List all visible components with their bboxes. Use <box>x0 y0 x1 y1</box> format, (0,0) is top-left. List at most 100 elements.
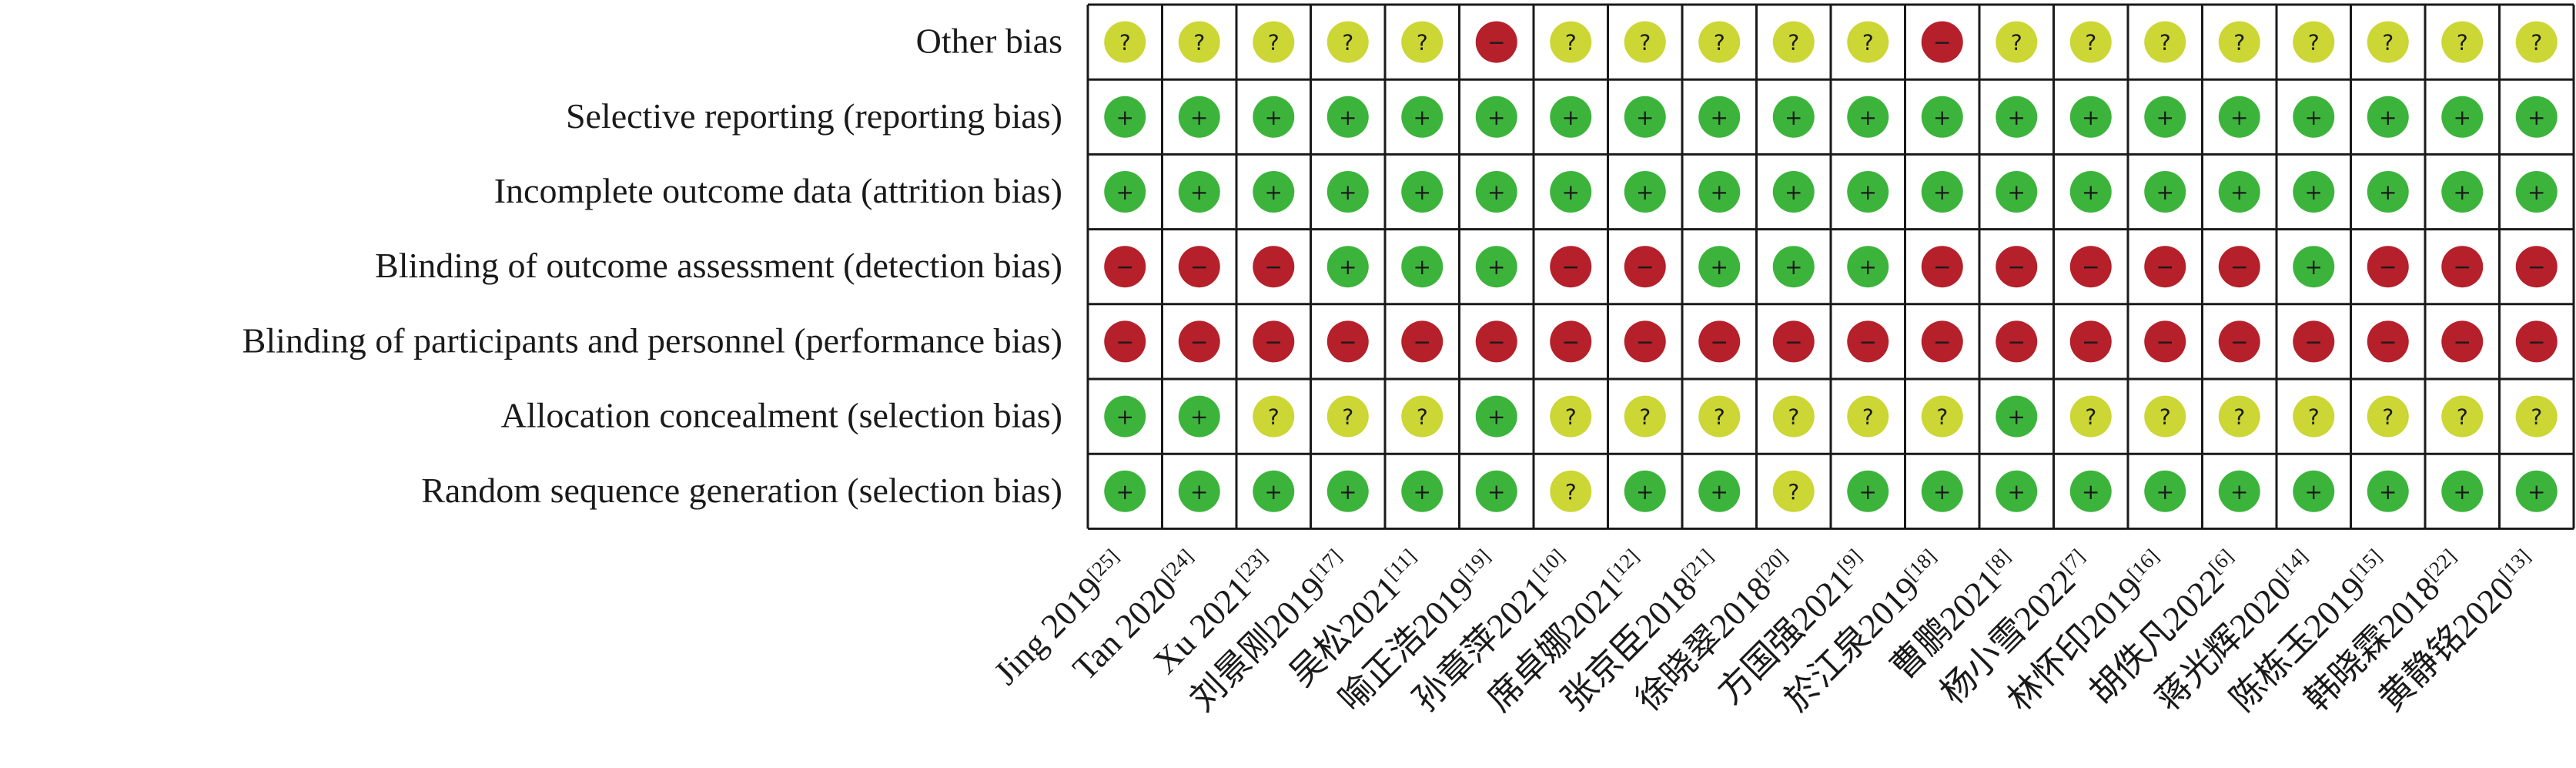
rating-cell-high-risk: − <box>1996 320 2038 363</box>
high-risk-marker <box>1104 320 1146 363</box>
low-risk-symbol: + <box>1413 179 1431 205</box>
unclear-risk-symbol: ? <box>2531 30 2542 55</box>
unclear-risk-symbol: ? <box>1936 404 1948 430</box>
low-risk-marker <box>1624 470 1666 512</box>
low-risk-symbol: + <box>1190 105 1208 130</box>
rating-cell-low-risk: + <box>2218 470 2260 512</box>
high-risk-marker <box>1178 320 1220 363</box>
rating-cell-low-risk: + <box>1475 96 1517 138</box>
low-risk-marker <box>1401 96 1444 138</box>
high-risk-symbol: − <box>2379 329 2397 354</box>
high-risk-symbol: − <box>1190 254 1208 280</box>
high-risk-symbol: − <box>2454 254 2471 280</box>
rating-cell-unclear-risk: ? <box>2144 21 2186 63</box>
high-risk-symbol: − <box>2527 254 2545 280</box>
rating-cell-low-risk: + <box>1253 96 1295 138</box>
low-risk-symbol: + <box>1116 479 1134 505</box>
high-risk-symbol: − <box>1190 329 1208 354</box>
low-risk-marker <box>2144 96 2186 138</box>
low-risk-marker <box>1698 246 1741 288</box>
unclear-risk-symbol: ? <box>1788 479 1799 505</box>
low-risk-marker <box>2367 171 2409 213</box>
rating-cell-unclear-risk: ? <box>1550 470 1592 512</box>
rating-cell-high-risk: − <box>1550 320 1592 363</box>
low-risk-symbol: + <box>1711 254 1728 280</box>
rating-cell-unclear-risk: ? <box>2441 395 2484 438</box>
unclear-risk-marker <box>1996 21 2038 63</box>
rating-cell-high-risk: − <box>1921 320 1963 363</box>
low-risk-symbol: + <box>2454 479 2471 505</box>
high-risk-symbol: − <box>1339 329 1357 354</box>
low-risk-symbol: + <box>1933 479 1951 505</box>
unclear-risk-marker <box>1326 395 1369 438</box>
low-risk-symbol: + <box>1859 179 1877 205</box>
low-risk-symbol: + <box>1562 179 1580 205</box>
low-risk-symbol: + <box>1413 479 1431 505</box>
low-risk-marker <box>1326 470 1369 512</box>
low-risk-marker <box>1996 470 2038 512</box>
low-risk-symbol: + <box>2527 479 2545 505</box>
low-risk-marker <box>2293 96 2335 138</box>
low-risk-symbol: + <box>1265 179 1283 205</box>
rating-cell-low-risk: + <box>1847 470 1889 512</box>
unclear-risk-marker <box>1624 21 1666 63</box>
rating-cell-unclear-risk: ? <box>1550 395 1592 438</box>
low-risk-marker <box>2367 470 2409 512</box>
rating-cell-low-risk: + <box>2441 171 2484 213</box>
low-risk-symbol: + <box>1190 404 1208 430</box>
unclear-risk-symbol: ? <box>2457 404 2468 430</box>
rating-cell-unclear-risk: ? <box>1401 21 1444 63</box>
domain-labels: Other bias Selective reporting (reporting… <box>243 22 1062 510</box>
unclear-risk-marker <box>1550 395 1592 438</box>
high-risk-marker <box>2515 246 2558 288</box>
low-risk-symbol: + <box>1339 479 1357 505</box>
unclear-risk-symbol: ? <box>2382 404 2394 430</box>
low-risk-marker <box>1401 470 1444 512</box>
low-risk-marker <box>2293 246 2335 288</box>
rating-cell-unclear-risk: ? <box>1326 21 1369 63</box>
low-risk-symbol: + <box>1859 254 1877 280</box>
high-risk-symbol: − <box>1859 329 1877 354</box>
high-risk-symbol: − <box>1785 329 1802 354</box>
unclear-risk-marker <box>2293 21 2335 63</box>
low-risk-symbol: + <box>1785 105 1802 130</box>
rating-cell-high-risk: − <box>1253 320 1295 363</box>
high-risk-symbol: − <box>2156 254 2174 280</box>
unclear-risk-marker <box>1921 395 1963 438</box>
high-risk-marker <box>1550 320 1592 363</box>
low-risk-symbol: + <box>2527 105 2545 130</box>
unclear-risk-symbol: ? <box>1862 404 1874 430</box>
rating-cell-low-risk: + <box>1624 171 1666 213</box>
rating-cell-unclear-risk: ? <box>1698 21 1741 63</box>
low-risk-symbol: + <box>2454 179 2471 205</box>
low-risk-symbol: + <box>1711 179 1728 205</box>
rating-cell-low-risk: + <box>1178 96 1220 138</box>
low-risk-marker <box>2218 96 2260 138</box>
rating-cell-unclear-risk: ? <box>1624 21 1666 63</box>
low-risk-symbol: + <box>2379 179 2397 205</box>
unclear-risk-marker <box>1624 395 1666 438</box>
rating-cell-high-risk: − <box>2367 246 2409 288</box>
rating-cell-low-risk: + <box>1104 395 1146 438</box>
unclear-risk-symbol: ? <box>1193 30 1205 55</box>
rating-cell-low-risk: + <box>1921 171 1963 213</box>
low-risk-symbol: + <box>2230 179 2248 205</box>
low-risk-symbol: + <box>1487 404 1505 430</box>
rating-cell-high-risk: − <box>2515 320 2558 363</box>
low-risk-marker <box>1624 171 1666 213</box>
rating-cell-low-risk: + <box>1475 395 1517 438</box>
unclear-risk-symbol: ? <box>1342 30 1353 55</box>
rating-cell-unclear-risk: ? <box>1698 395 1741 438</box>
rating-cell-unclear-risk: ? <box>2293 21 2335 63</box>
rating-cell-low-risk: + <box>1550 96 1592 138</box>
high-risk-marker <box>1772 320 1815 363</box>
high-risk-symbol: − <box>1562 329 1580 354</box>
high-risk-symbol: − <box>2082 329 2099 354</box>
rating-cell-low-risk: + <box>1326 246 1369 288</box>
unclear-risk-symbol: ? <box>1714 404 1725 430</box>
rating-cell-high-risk: − <box>1253 246 1295 288</box>
low-risk-marker <box>1698 96 1741 138</box>
unclear-risk-marker <box>2218 21 2260 63</box>
low-risk-symbol: + <box>1487 105 1505 130</box>
rating-cell-unclear-risk: ? <box>1772 470 1815 512</box>
